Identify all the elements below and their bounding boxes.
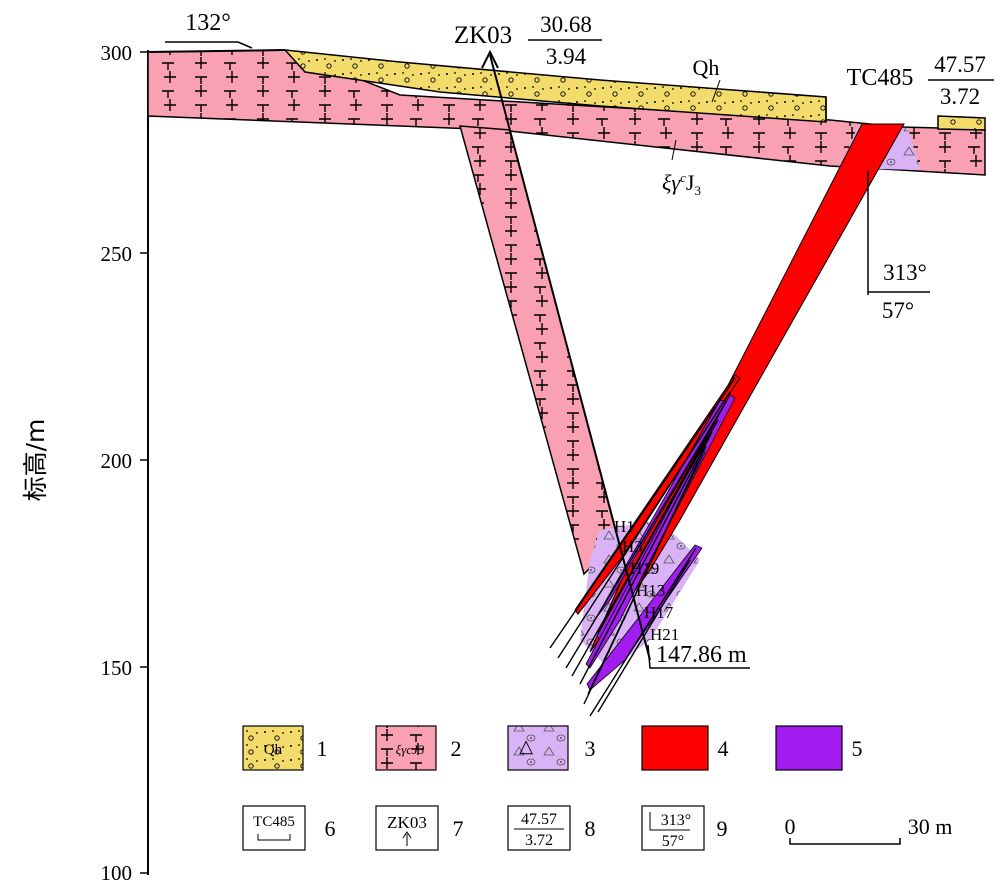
drillhole-arrow xyxy=(481,49,499,69)
legend-trench-icon xyxy=(257,834,291,841)
legend-swatch-8 xyxy=(507,805,571,851)
depth-label: 147.86 m xyxy=(656,642,747,668)
y-axis: 300 250 200 150 100 标高/m xyxy=(21,41,149,884)
drillhole-upper: 30.68 xyxy=(540,12,592,37)
strike-value: 132° xyxy=(185,10,231,36)
legend-swatch-8-upper: 47.57 xyxy=(521,811,557,828)
drillhole-lower: 3.94 xyxy=(546,44,587,69)
depth-leader xyxy=(647,644,750,669)
y-tick-100: 100 xyxy=(101,861,133,884)
legend-num-6: 6 xyxy=(325,816,336,841)
legend-num-9: 9 xyxy=(717,816,728,841)
legend-drillhole-icon xyxy=(402,831,412,846)
y-tick-200: 200 xyxy=(101,449,133,473)
granite-dike xyxy=(458,125,619,576)
legend-swatch-9-lower: 57° xyxy=(662,833,684,850)
legend-swatch-5 xyxy=(775,725,843,771)
scale-bar xyxy=(789,838,901,845)
legend-num-7: 7 xyxy=(453,816,464,841)
y-tick-250: 250 xyxy=(101,242,133,266)
attitude-lower: 57° xyxy=(882,298,914,323)
legend: Qh 1 ξγcJ3 2 △ 3 4 5 TC485 6 ZK03 7 47.5… xyxy=(242,725,953,851)
label-granite-leader xyxy=(671,139,677,161)
scale-end: 30 m xyxy=(908,814,953,839)
legend-swatch-6-text: TC485 xyxy=(253,814,295,830)
legend-swatch-9-upper: 313° xyxy=(661,812,691,829)
legend-swatch-4 xyxy=(641,725,709,771)
y-tick-150: 150 xyxy=(101,656,133,680)
ore-label-h1: H1 xyxy=(614,517,635,536)
legend-num-3: 3 xyxy=(585,736,596,761)
strike-symbol xyxy=(165,41,253,49)
y-tick-300: 300 xyxy=(101,41,133,65)
legend-swatch-9 xyxy=(641,805,705,851)
legend-num-8: 8 xyxy=(585,816,596,841)
ore-body-secondary-1 xyxy=(574,374,741,615)
legend-swatch-3 xyxy=(507,725,569,771)
label-granite: ξγcJ3 xyxy=(662,170,701,198)
attitude-upper: 313° xyxy=(883,260,927,285)
ore-label-h13: H13 xyxy=(636,581,665,600)
legend-swatch-2 xyxy=(375,725,437,771)
label-qh: Qh xyxy=(693,55,720,80)
legend-swatch-2-text: ξγcJ3 xyxy=(396,742,425,757)
ore-label-h21: H21 xyxy=(650,625,679,644)
drillhole-id: ZK03 xyxy=(454,22,512,49)
ore-label-h19: H19 xyxy=(630,559,659,578)
scale-start: 0 xyxy=(785,814,796,839)
legend-num-2: 2 xyxy=(451,736,462,761)
drillhole-trace xyxy=(489,54,651,661)
legend-swatch-6 xyxy=(242,805,306,851)
ore-body-labels: H1 H3 H19 H13 H17 H21 xyxy=(614,517,679,644)
legend-swatch-1-text: Qh xyxy=(264,742,283,758)
legend-num-1: 1 xyxy=(317,736,328,761)
trench-lower: 3.72 xyxy=(940,84,980,109)
label-qh-leader xyxy=(711,79,721,103)
legend-swatch-9-leader xyxy=(649,812,690,831)
trench-upper: 47.57 xyxy=(934,52,986,77)
legend-swatch-8-lower: 3.72 xyxy=(525,832,553,849)
legend-swatch-3-text: △ xyxy=(519,736,533,756)
legend-swatch-7-text: ZK03 xyxy=(387,813,427,832)
legend-num-5: 5 xyxy=(852,736,863,761)
legend-swatch-1 xyxy=(242,725,304,771)
surface-line xyxy=(147,49,286,53)
legend-num-4: 4 xyxy=(718,736,729,761)
fault-lines xyxy=(549,377,736,717)
trench-id: TC485 xyxy=(847,65,914,91)
ore-label-h3: H3 xyxy=(622,537,643,556)
ore-label-h17: H17 xyxy=(644,603,674,622)
quaternary-layer-right xyxy=(937,115,986,131)
y-axis-label: 标高/m xyxy=(21,419,50,502)
